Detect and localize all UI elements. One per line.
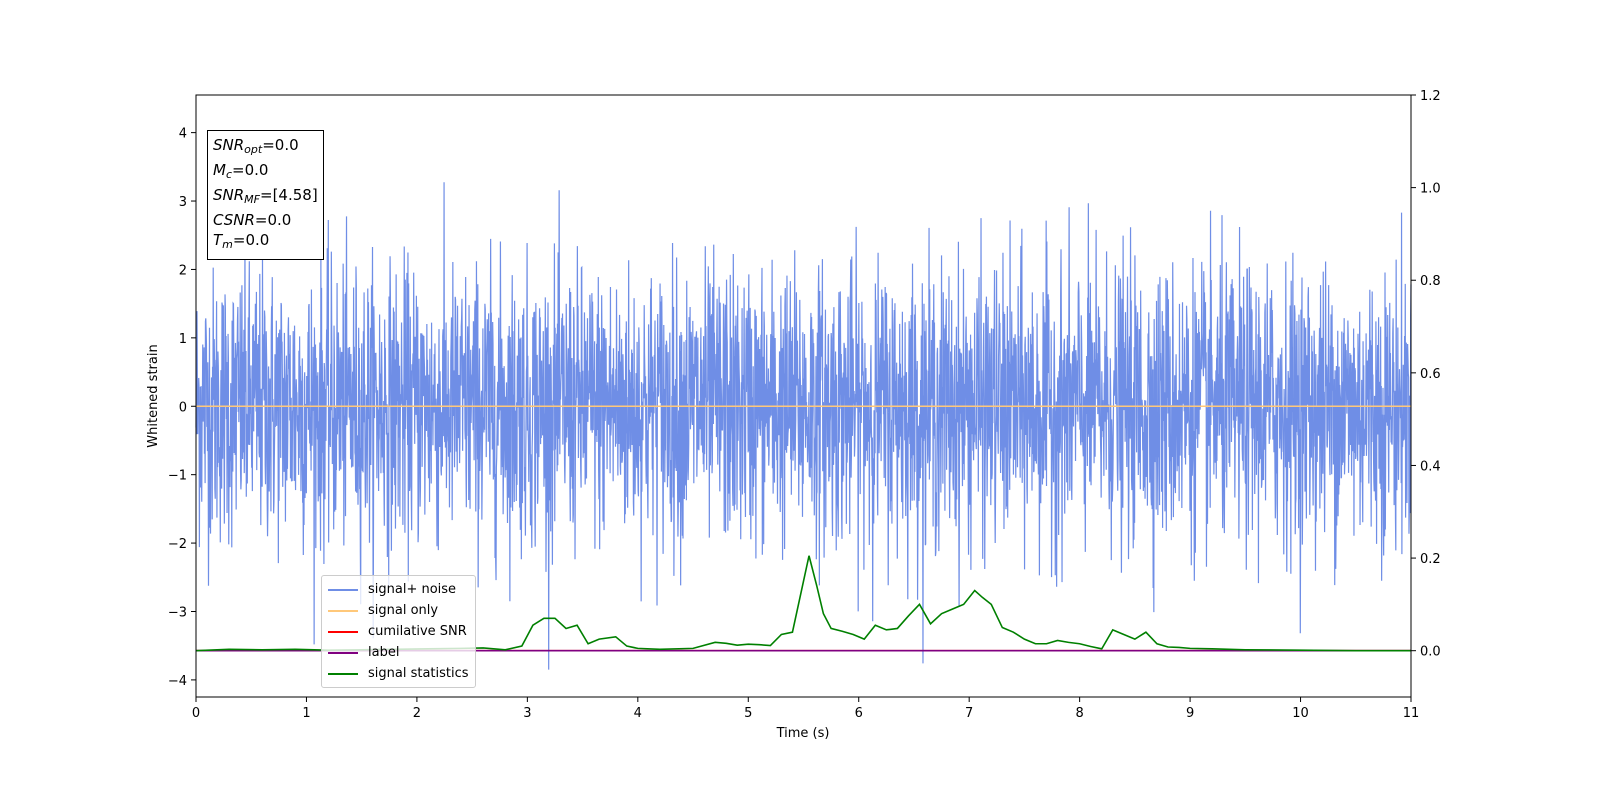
legend-item: cumilative SNR bbox=[328, 621, 469, 642]
legend-swatch bbox=[328, 651, 358, 654]
y-tick-label: 2 bbox=[179, 263, 187, 278]
legend-label: label bbox=[368, 645, 400, 660]
legend-swatch bbox=[328, 609, 358, 612]
x-tick-label: 9 bbox=[1186, 706, 1194, 721]
x-tick-label: 11 bbox=[1403, 706, 1420, 721]
y2-tick-label: 0.0 bbox=[1420, 645, 1441, 660]
y2-tick-label: 1.0 bbox=[1420, 182, 1441, 197]
snr-mf-row: SNRMF=[4.58] bbox=[213, 186, 318, 206]
x-tick-label: 6 bbox=[855, 706, 863, 721]
info-annotation-box: SNRopt=0.0 Mc=0.0 SNRMF=[4.58] CSNR=0.0 … bbox=[207, 130, 324, 260]
x-tick-label: 0 bbox=[192, 706, 200, 721]
y-axis-right: 0.0 0.2 0.4 0.6 0.8 1.0 1.2 bbox=[1411, 89, 1441, 660]
y2-tick-label: 0.6 bbox=[1420, 367, 1441, 382]
legend-item: signal statistics bbox=[328, 663, 469, 684]
csnr-row: CSNR=0.0 bbox=[213, 211, 292, 229]
x-tick-label: 4 bbox=[634, 706, 642, 721]
y2-tick-label: 0.2 bbox=[1420, 552, 1441, 567]
x-tick-label: 8 bbox=[1075, 706, 1083, 721]
chirp-mass-row: Mc=0.0 bbox=[213, 161, 269, 181]
y-tick-label: −1 bbox=[168, 469, 187, 484]
y-axis-left: −4 −3 −2 −1 0 1 2 3 4 bbox=[168, 127, 196, 689]
legend: signal+ noise signal only cumilative SNR… bbox=[321, 575, 476, 688]
y-tick-label: −3 bbox=[168, 605, 187, 620]
legend-label: cumilative SNR bbox=[368, 624, 467, 639]
legend-label: signal only bbox=[368, 603, 439, 618]
x-axis-label: Time (s) bbox=[776, 726, 830, 741]
y-tick-label: 1 bbox=[179, 332, 187, 347]
x-tick-label: 1 bbox=[302, 706, 310, 721]
y2-tick-label: 1.2 bbox=[1420, 89, 1441, 104]
plot-frame bbox=[195, 94, 1412, 698]
x-tick-label: 7 bbox=[965, 706, 973, 721]
legend-item: signal only bbox=[328, 600, 469, 621]
legend-item: signal+ noise bbox=[328, 579, 469, 600]
tm-row: Tm=0.0 bbox=[213, 231, 270, 251]
x-tick-label: 5 bbox=[744, 706, 752, 721]
legend-label: signal+ noise bbox=[368, 582, 457, 597]
x-axis: 0 1 2 3 4 5 6 7 8 9 10 11 bbox=[192, 697, 1419, 721]
snr-opt-row: SNRopt=0.0 bbox=[213, 136, 299, 156]
x-tick-label: 2 bbox=[413, 706, 421, 721]
y2-tick-label: 0.8 bbox=[1420, 274, 1441, 289]
x-tick-label: 10 bbox=[1292, 706, 1309, 721]
legend-swatch bbox=[328, 672, 358, 675]
y2-tick-label: 0.4 bbox=[1420, 459, 1441, 474]
legend-item: label bbox=[328, 642, 469, 663]
legend-swatch bbox=[328, 588, 358, 591]
signal-noise-series bbox=[195, 182, 1412, 670]
y-tick-label: 0 bbox=[179, 400, 187, 415]
legend-label: signal statistics bbox=[368, 666, 469, 681]
y-tick-label: −2 bbox=[168, 537, 187, 552]
signal-noise-line bbox=[195, 182, 1412, 670]
y-tick-label: 4 bbox=[179, 127, 187, 142]
y-tick-label: −4 bbox=[168, 674, 187, 689]
signal-statistics-line bbox=[195, 555, 1411, 652]
y-tick-label: 3 bbox=[179, 195, 187, 210]
x-tick-label: 3 bbox=[523, 706, 531, 721]
y-axis-label: Whitened strain bbox=[146, 344, 161, 447]
legend-swatch bbox=[328, 630, 358, 633]
